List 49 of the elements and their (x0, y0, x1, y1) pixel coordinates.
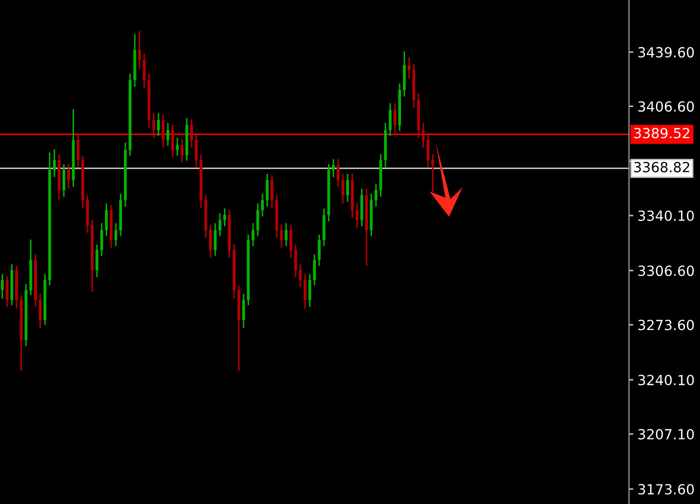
candlestick (138, 31, 141, 69)
candlestick (346, 174, 350, 202)
candlestick (426, 134, 430, 168)
y-tick-label: 3306.60 (638, 266, 694, 276)
candlestick (336, 159, 340, 187)
candlestick (0, 274, 4, 299)
candlestick (6, 276, 9, 307)
candlestick (67, 164, 70, 188)
candlestick (252, 223, 254, 246)
candlestick (304, 274, 306, 308)
candlestick (223, 208, 226, 226)
y-tick-label: 3173.60 (638, 484, 694, 495)
y-tick-label: 3406.60 (638, 101, 694, 112)
candlestick (294, 244, 297, 278)
candlestick (96, 244, 98, 278)
candlestick (313, 254, 316, 286)
candlestick (270, 176, 274, 208)
y-tick-label: 3273.60 (638, 320, 694, 330)
y-tick-label: 3439.60 (638, 47, 694, 58)
candlestick (209, 224, 212, 258)
candlestick (52, 149, 56, 177)
candlestick (114, 223, 118, 246)
candlestick (356, 204, 358, 228)
candlestick (341, 174, 344, 204)
candlestick (332, 159, 335, 177)
ref-line-label: 3389.52 (634, 128, 690, 138)
candlestick (242, 294, 245, 328)
candlestick (62, 164, 66, 197)
ref-line-label: 3368.82 (634, 162, 690, 172)
y-tick-label: 3240.10 (638, 374, 694, 386)
candlestick (157, 113, 160, 136)
candlestick (284, 223, 288, 246)
candlestick (171, 124, 174, 158)
y-tick-label: 3340.10 (638, 210, 694, 222)
candlestick (261, 194, 264, 216)
candlestick (104, 204, 108, 236)
candlestick (180, 139, 184, 162)
candlestick (408, 57, 411, 78)
candlestick (162, 114, 165, 148)
candlestick (190, 120, 193, 148)
candlestick (374, 184, 378, 207)
candlestick (289, 224, 292, 258)
candlestick (280, 224, 283, 248)
y-tick-label: 3207.10 (638, 428, 694, 440)
candlestick (218, 213, 222, 236)
candlestick (393, 103, 396, 133)
candlestick (166, 123, 170, 146)
candlestick (176, 138, 179, 156)
candlestick (76, 134, 80, 168)
